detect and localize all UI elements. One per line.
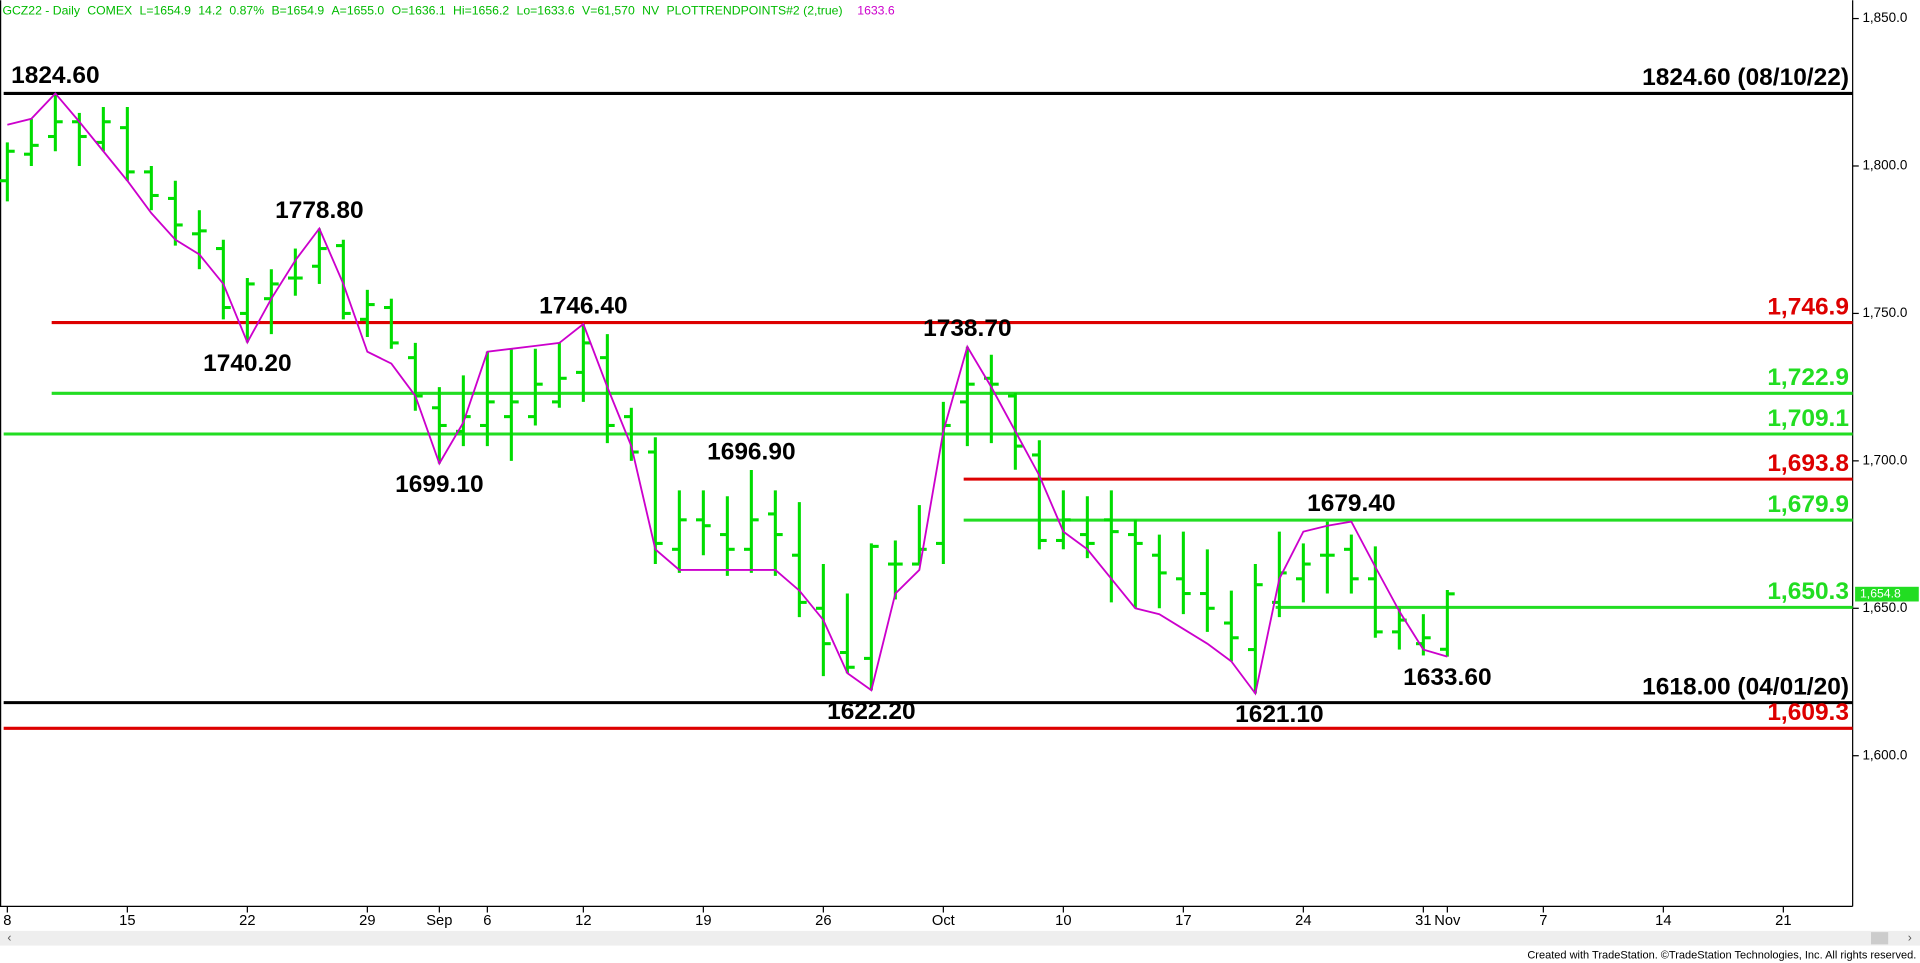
header-item: 0.87% <box>229 4 264 18</box>
scroll-right[interactable]: › <box>1908 930 1912 944</box>
level-label: 1618.00 (04/01/20) <box>1642 673 1849 700</box>
scroll-thumb[interactable] <box>1871 932 1889 945</box>
pivot-label: 1696.90 <box>707 438 795 465</box>
x-tick-label: 8 <box>3 913 11 929</box>
header-item: V=61,570 <box>582 4 635 18</box>
header-item: Lo=1633.6 <box>517 4 575 18</box>
y-tick-label: 1,650.0 <box>1862 600 1907 615</box>
level-label: 1,709.1 <box>1767 405 1849 432</box>
pivot-label: 1633.60 <box>1403 664 1491 691</box>
x-tick-label: 7 <box>1539 913 1547 929</box>
pivot-label: 1824.60 <box>11 62 99 89</box>
header-item: A=1655.0 <box>332 4 385 18</box>
header: GCZ22 - Daily COMEX L=1654.9 14.2 0.87% B=165… <box>2 4 894 18</box>
header-item: O=1636.1 <box>392 4 446 18</box>
pivot-label: 1622.20 <box>827 698 915 725</box>
y-tick-label: 1,800.0 <box>1862 158 1907 173</box>
pivot-label: 1679.40 <box>1307 490 1395 517</box>
header-item: GCZ22 - Daily <box>2 4 80 18</box>
pivot-label: 1740.20 <box>203 350 291 377</box>
x-tick-label: 17 <box>1175 913 1191 929</box>
header-item: NV <box>642 4 660 18</box>
x-tick-label: 15 <box>119 913 135 929</box>
level-label: 1824.60 (08/10/22) <box>1642 64 1849 91</box>
x-tick-label: 29 <box>359 913 375 929</box>
x-tick-label: 22 <box>239 913 255 929</box>
pivot-label: 1699.10 <box>395 471 483 498</box>
trend-line <box>7 92 1448 696</box>
y-tick-label: 1,600.0 <box>1862 747 1907 762</box>
y-tick-label: 1,750.0 <box>1862 305 1907 320</box>
x-tick-label: Oct <box>932 913 955 929</box>
scrollbar[interactable] <box>0 930 1920 946</box>
x-tick-label: 26 <box>815 913 831 929</box>
last-price-box <box>1855 586 1919 602</box>
level-label: 1,746.9 <box>1767 293 1849 320</box>
header-item: COMEX <box>87 4 132 18</box>
level-label: 1,609.3 <box>1767 699 1849 726</box>
x-tick-label: 31 <box>1415 913 1431 929</box>
x-tick-label: Sep <box>426 913 452 929</box>
level-label: 1,693.8 <box>1767 450 1849 477</box>
x-tick-label: Nov <box>1434 913 1461 929</box>
x-tick-label: 21 <box>1775 913 1791 929</box>
level-label: 1,679.9 <box>1767 491 1849 518</box>
y-tick-label: 1,850.0 <box>1862 10 1907 25</box>
scroll-left[interactable]: ‹ <box>7 930 11 944</box>
header-item: Hi=1656.2 <box>453 4 509 18</box>
x-tick-label: 14 <box>1655 913 1671 929</box>
pivot-label: 1746.40 <box>539 292 627 319</box>
header-item: PLOTTRENDPOINTS#2 (2,true) <box>666 4 842 18</box>
header-trend-value: 1633.6 <box>857 4 895 18</box>
x-tick-label: 12 <box>575 913 591 929</box>
level-label: 1,722.9 <box>1767 364 1849 391</box>
header-item: 14.2 <box>198 4 222 18</box>
x-tick-label: 10 <box>1055 913 1071 929</box>
header-item: B=1654.9 <box>271 4 324 18</box>
pivot-label: 1621.10 <box>1235 701 1323 728</box>
x-tick-label: 19 <box>695 913 711 929</box>
x-tick-label: 24 <box>1295 913 1311 929</box>
pivot-label: 1778.80 <box>275 197 363 224</box>
last-price-label: 1,654.8 <box>1860 586 1901 600</box>
level-label: 1,650.3 <box>1767 578 1849 605</box>
x-tick-label: 6 <box>483 913 491 929</box>
header-item: L=1654.9 <box>140 4 192 18</box>
y-tick-label: 1,700.0 <box>1862 452 1907 467</box>
pivot-label: 1738.70 <box>923 315 1011 342</box>
footer: Created with TradeStation. ©TradeStation… <box>1527 949 1916 961</box>
